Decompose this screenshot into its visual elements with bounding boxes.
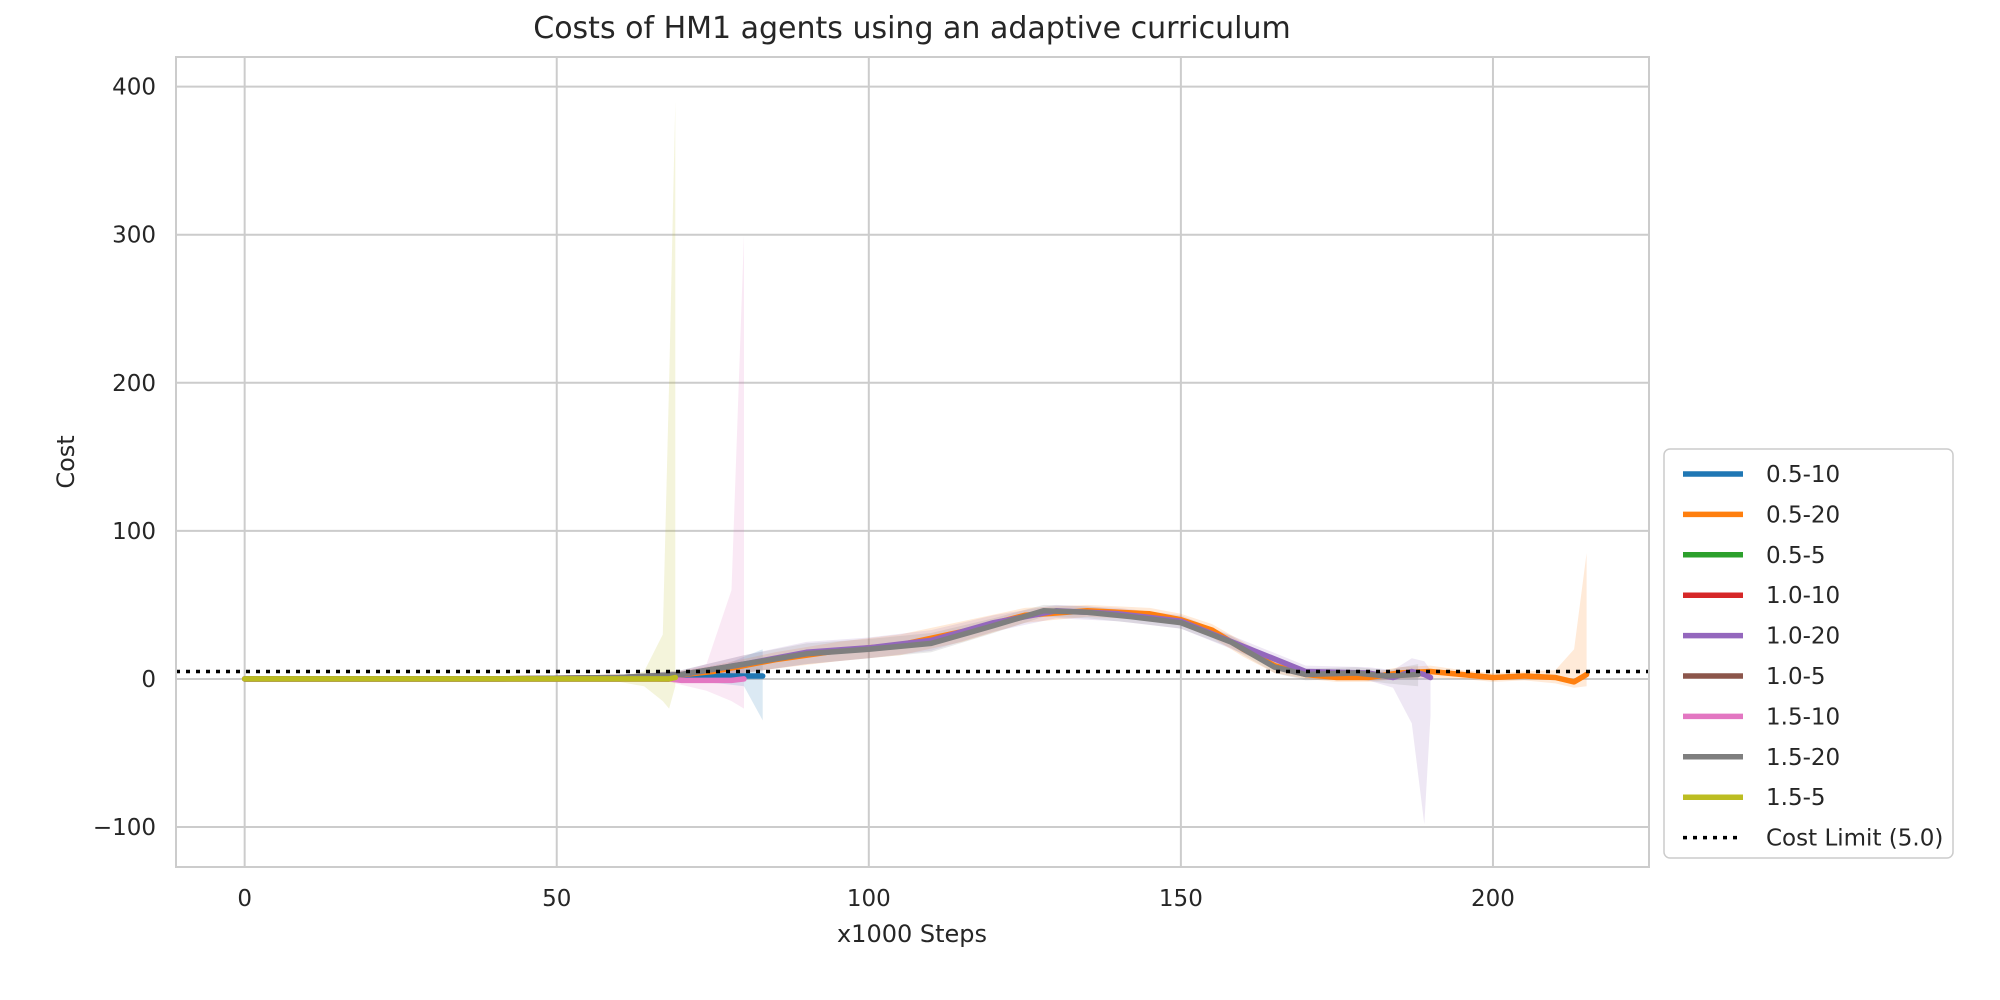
legend-label-1.5-5: 1.5-5 <box>1766 785 1826 811</box>
legend-label-1.5-10: 1.5-10 <box>1766 704 1840 730</box>
series-line-layer <box>241 608 1590 685</box>
confidence-band-1.5-20 <box>244 604 1419 687</box>
legend-label-0.5-5: 0.5-5 <box>1766 543 1826 569</box>
x-tick-label: 100 <box>847 886 891 912</box>
grid-layer <box>176 57 1649 867</box>
y-tick-label: −100 <box>93 815 156 841</box>
legend-label-1.0-10: 1.0-10 <box>1766 583 1840 609</box>
tick-label-layer: 0 50 100 150 200 −100 0 100 200 300 400 <box>93 75 1515 912</box>
series-line-1.5-5 <box>241 674 679 682</box>
legend: 0.5-10 0.5-20 0.5-5 1.0-10 1.0-20 1.0-5 1.5-10… <box>1663 448 1954 859</box>
y-tick-label: 0 <box>141 667 156 693</box>
x-tick-label: 0 <box>237 886 252 912</box>
plot-frame <box>175 56 1650 868</box>
y-axis-label: Cost <box>52 435 80 488</box>
chart-title: Costs of HM1 agents using an adaptive cu… <box>533 11 1290 46</box>
legend-label-Cost Limit (5.0): Cost Limit (5.0) <box>1766 826 1943 852</box>
x-tick-label: 50 <box>542 886 571 912</box>
legend-label-1.5-20: 1.5-20 <box>1766 745 1840 771</box>
x-tick-label: 150 <box>1159 886 1203 912</box>
legend-label-1.0-5: 1.0-5 <box>1766 664 1826 690</box>
plot-background <box>176 57 1649 867</box>
x-axis-label: x1000 Steps <box>837 920 987 948</box>
y-tick-label: 400 <box>112 75 156 101</box>
legend-label-1.0-20: 1.0-20 <box>1766 624 1840 650</box>
y-tick-label: 300 <box>112 223 156 249</box>
y-tick-label: 200 <box>112 371 156 397</box>
legend-label-0.5-20: 0.5-20 <box>1766 502 1840 528</box>
y-tick-label: 100 <box>112 519 156 545</box>
x-tick-label: 200 <box>1471 886 1515 912</box>
legend-label-0.5-10: 0.5-10 <box>1766 462 1840 488</box>
